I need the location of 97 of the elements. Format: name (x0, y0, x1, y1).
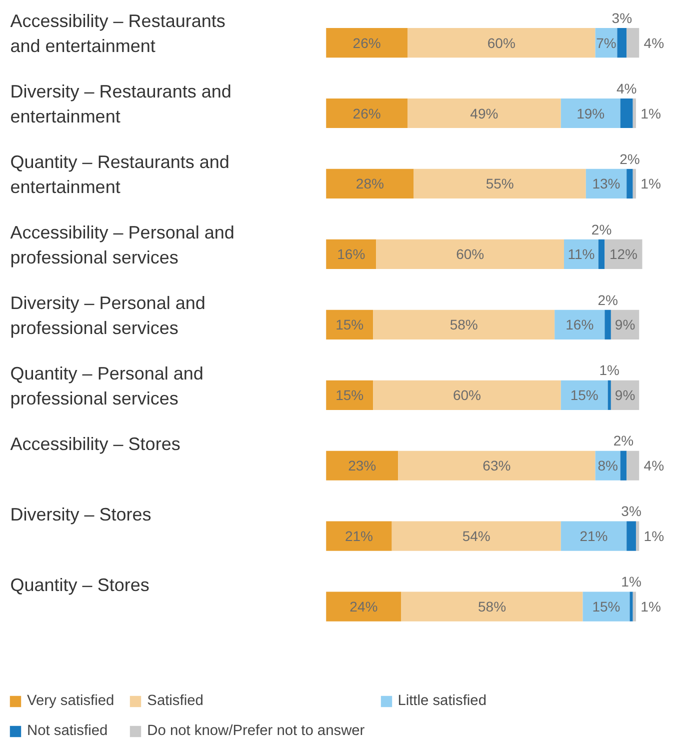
data-label: 9% (614, 316, 636, 333)
bar (582, 592, 630, 622)
y-tick-label: Accessibility – Personal and professional services (10, 222, 234, 268)
bar (373, 310, 555, 340)
data-label: 15% (336, 387, 364, 404)
data-label: 2% (598, 292, 618, 308)
bar (373, 380, 561, 410)
legend-label: Do not know/Prefer not to answer (147, 723, 365, 739)
data-label: 1% (599, 362, 620, 378)
y-tick-label: Diversity – Restaurants and entertainment (10, 82, 232, 127)
data-label: 2% (620, 150, 640, 167)
y-tick-label: Diversity – Stores (10, 504, 152, 524)
data-label: 60% (452, 387, 481, 404)
data-label: 23% (348, 458, 376, 474)
data-label: 9% (614, 387, 636, 404)
bar (626, 28, 640, 58)
data-label: 4% (644, 458, 664, 474)
data-label: 15% (592, 598, 620, 615)
data-label: 12% (609, 246, 638, 262)
bar (626, 168, 633, 199)
bar (632, 592, 636, 622)
data-label: 8% (598, 458, 618, 474)
bar (326, 28, 408, 58)
y-tick-label: Quantity – Restaurants and entertainment (10, 152, 230, 198)
bar (414, 168, 586, 199)
bar (326, 450, 398, 480)
data-label: 13% (592, 176, 620, 192)
data-label: 55% (486, 176, 514, 192)
bar (326, 310, 374, 340)
bar (326, 592, 402, 622)
data-label: 19% (576, 105, 605, 122)
bar (630, 592, 633, 622)
legend-label: Little satisfied (398, 693, 486, 709)
data-label: 4% (616, 80, 637, 96)
bar (326, 239, 376, 269)
data-label: 21% (580, 528, 608, 544)
data-label: 1% (644, 528, 664, 544)
data-label: 1% (640, 105, 661, 122)
bar (608, 380, 611, 410)
bar (398, 450, 596, 480)
bar (326, 98, 408, 128)
y-tick-label: Accessibility – Stores (10, 434, 180, 454)
data-label: 49% (470, 105, 498, 122)
legend-label: Satisfied (147, 693, 204, 709)
bar (632, 98, 636, 128)
bar (326, 380, 374, 410)
bar (401, 592, 583, 622)
bar (604, 310, 611, 340)
bar (560, 98, 620, 128)
data-label: 54% (462, 528, 490, 544)
y-tick-label: Accessibility – Restaurants and entertainment (10, 11, 226, 56)
bar (326, 168, 414, 199)
data-label: 15% (570, 387, 598, 404)
data-label: 16% (337, 246, 366, 262)
bar (326, 521, 392, 551)
y-tick-label: Quantity – Personal and professional services (10, 363, 204, 408)
bar (626, 450, 640, 480)
data-label: 11% (568, 246, 595, 262)
data-label: 2% (591, 221, 612, 238)
data-label: 1% (640, 598, 661, 615)
bar (632, 168, 636, 199)
data-label: 3% (612, 10, 632, 26)
data-label: 26% (352, 34, 381, 51)
data-label: 28% (356, 176, 384, 192)
data-label: 1% (640, 176, 661, 192)
data-label: 58% (450, 316, 478, 333)
bar (407, 28, 596, 58)
bar (407, 98, 561, 128)
bar (626, 521, 636, 551)
bar (376, 239, 564, 269)
data-label: 4% (644, 34, 664, 51)
bar (554, 310, 605, 340)
data-label: 63% (482, 458, 511, 474)
bar (617, 28, 627, 58)
data-label: 15% (336, 316, 364, 333)
y-tick-label: Diversity – Personal and professional services (10, 292, 206, 338)
data-label: 7% (596, 34, 616, 51)
bar (560, 521, 627, 551)
bar (560, 380, 608, 410)
data-label: 2% (613, 432, 634, 449)
data-label: 60% (487, 34, 516, 51)
data-label: 1% (621, 574, 642, 590)
data-label: 26% (352, 105, 381, 122)
data-label: 21% (344, 528, 373, 544)
legend-label: Not satisfied (27, 723, 108, 739)
bar (392, 521, 561, 551)
legend-label: Very satisfied (27, 693, 114, 709)
data-label: 58% (478, 598, 506, 615)
bar (636, 521, 640, 551)
y-tick-label: Quantity – Stores (10, 574, 150, 595)
data-label: 3% (621, 503, 642, 520)
data-label: 60% (456, 246, 484, 262)
bar (620, 450, 627, 480)
bar (620, 98, 633, 128)
data-label: 24% (350, 598, 378, 615)
bar (598, 239, 605, 269)
data-label: 16% (566, 316, 594, 333)
